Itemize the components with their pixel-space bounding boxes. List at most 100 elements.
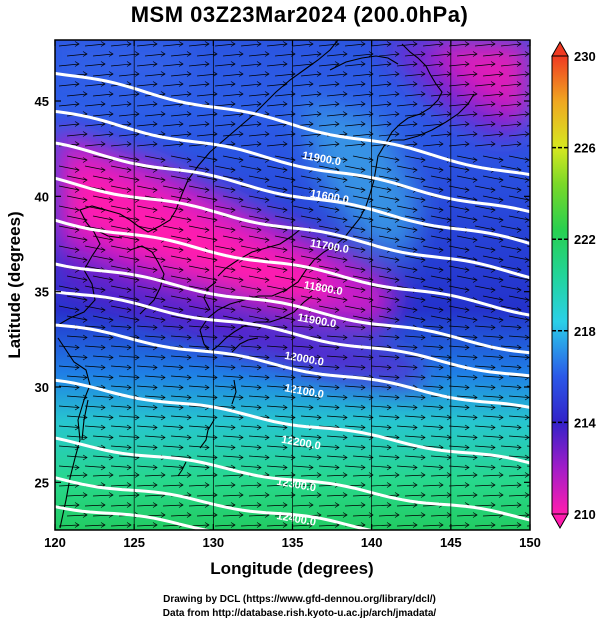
wind-arrow [110,225,132,231]
x-tick-label: 145 [440,535,462,550]
wind-arrow [430,175,452,181]
wind-arrow-head [282,141,288,147]
wind-arrow-head [134,297,140,303]
wind-arrow [500,185,522,191]
wind-arrow [58,225,80,231]
wind-arrow-head [472,131,478,137]
wind-arrow [266,385,288,388]
wind-arrow [92,113,114,117]
wind-arrow [352,275,374,281]
wind-arrow-head [524,197,530,203]
wind-arrow-head [412,207,418,213]
wind-arrow [170,155,192,161]
wind-arrow [292,445,314,448]
wind-arrow-head [386,424,392,431]
wind-arrow-head [412,482,418,488]
wind-arrow [266,43,288,47]
wind-arrow-head [524,71,530,77]
wind-arrow-head [74,227,80,233]
wind-arrow-head [342,217,348,223]
wind-arrow [508,315,530,321]
wind-arrow [92,255,114,261]
wind-arrow [222,415,244,418]
wind-arrow [404,295,426,301]
wind-arrow [240,425,262,428]
wind-arrow [352,113,374,117]
wind-arrow [482,355,504,358]
wind-arrow [300,73,322,77]
wind-arrow-head [204,41,210,47]
wind-arrow-head [160,394,166,401]
wind-arrow-head [74,101,80,107]
wind-arrow [248,53,270,57]
wind-arrow [344,365,366,368]
wind-arrow [58,285,80,291]
wind-arrow-head [472,51,478,57]
wind-arrow-head [212,257,218,263]
wind-arrow-head [334,101,340,107]
wind-arrow-head [412,344,418,351]
height-contour-line [55,378,530,465]
wind-arrow [318,345,340,348]
wind-arrow [66,155,88,161]
wind-arrow [352,514,374,517]
wind-arrow-head [186,51,192,57]
wind-arrow [448,205,470,211]
wind-arrow-head [82,91,88,97]
wind-arrow [110,165,132,171]
wind-arrow [110,305,132,311]
wind-arrow-head [82,197,88,203]
wind-arrow-head [420,472,426,478]
wind-arrow-head [178,187,184,193]
wind-arrow [240,225,262,231]
wind-arrow-head [490,364,496,371]
wind-arrow [92,93,114,97]
wind-arrow-head [100,404,106,411]
wind-arrow [240,385,262,388]
wind-arrow-head [134,91,140,97]
wind-arrow-head [490,81,496,87]
wind-arrow [430,73,452,77]
wind-arrow [188,165,210,171]
wind-arrow-head [160,354,166,361]
wind-arrow-head [472,111,478,117]
wind-arrow [110,63,132,67]
wind-arrow-head [360,41,366,47]
wind-arrow [318,123,340,127]
wind-arrow-head [543,465,547,470]
wind-arrow-head [334,227,340,233]
wind-arrow-head [342,51,348,57]
wind-arrow-head [368,297,374,303]
wind-arrow [214,165,236,171]
wind-arrow-head [160,317,166,323]
wind-arrow [67,535,87,536]
wind-arrow [508,235,530,241]
wind-arrow-head [178,287,184,293]
wind-arrow-head [100,167,106,173]
wind-arrow-head [464,424,470,431]
wind-arrow [188,345,210,348]
wind-arrow [508,93,530,97]
wind-arrow [378,315,400,321]
wind-arrow [456,133,478,137]
wind-arrow [422,123,444,127]
wind-arrow-head [186,334,192,341]
wind-arrow-head [108,414,114,421]
wind-arrow [266,185,288,191]
wind-arrow-head [412,424,418,431]
wind-arrow-head [472,237,478,243]
wind-arrow [430,53,452,57]
wind-arrow-head [543,523,547,528]
wind-arrow-head [490,404,496,411]
wind-arrow-head [412,227,418,233]
wind-arrow [84,465,106,468]
wind-arrow-head [256,121,262,127]
wind-arrow [326,255,348,261]
wind-arrow [84,524,106,527]
wind-arrow-head [498,297,504,303]
wind-arrow [170,73,192,77]
wind-arrow-head [464,167,470,173]
wind-arrow [222,395,244,398]
wind-arrow [474,185,496,191]
wind-arrow [456,73,478,77]
